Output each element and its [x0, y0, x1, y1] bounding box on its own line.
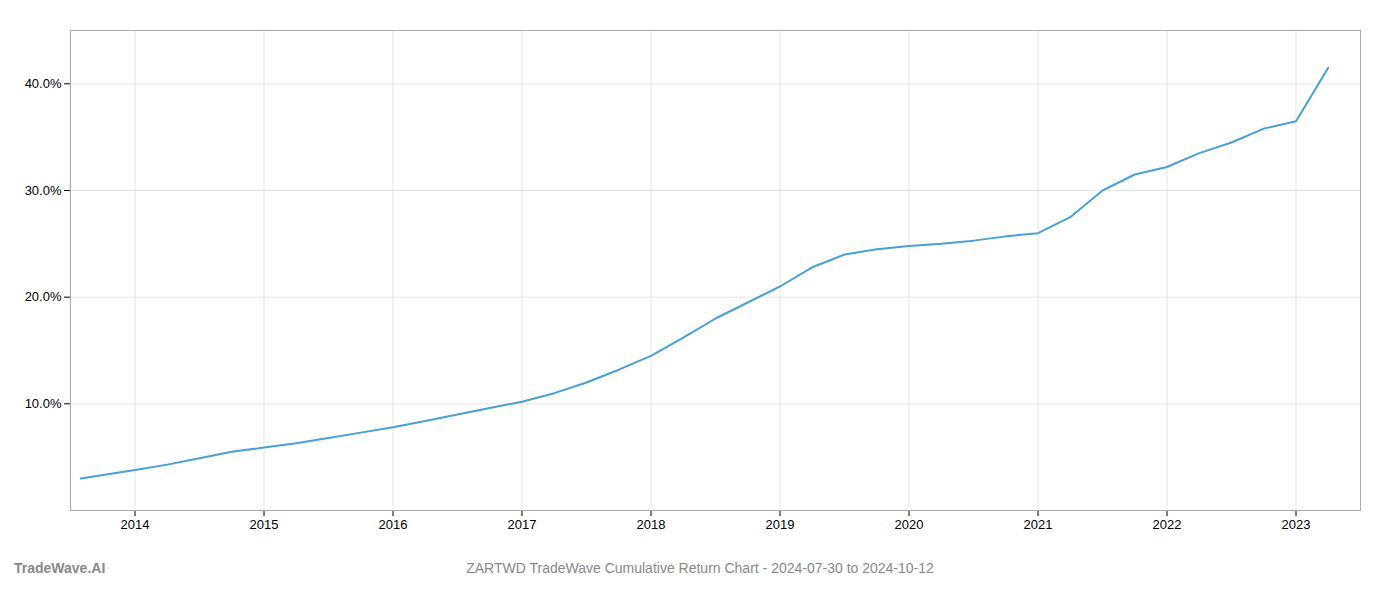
svg-text:2017: 2017: [508, 517, 537, 532]
svg-text:2021: 2021: [1024, 517, 1053, 532]
svg-text:10.0%: 10.0%: [25, 396, 62, 411]
html-text:TradeWave.AI: TradeWave.AI: [14, 560, 106, 576]
svg-text:2020: 2020: [895, 517, 924, 532]
svg-text:2014: 2014: [121, 517, 150, 532]
svg-text:20.0%: 20.0%: [25, 289, 62, 304]
svg-text:2016: 2016: [379, 517, 408, 532]
svg-text:30.0%: 30.0%: [25, 183, 62, 198]
svg-text:2015: 2015: [250, 517, 279, 532]
svg-text:40.0%: 40.0%: [25, 76, 62, 91]
svg-text:2018: 2018: [637, 517, 666, 532]
svg-text:2019: 2019: [766, 517, 795, 532]
svg-text:2023: 2023: [1282, 517, 1311, 532]
html-text:ZARTWD TradeWave Cumulative Re: ZARTWD TradeWave Cumulative Return Chart…: [466, 560, 934, 576]
svg-text:2022: 2022: [1153, 517, 1182, 532]
